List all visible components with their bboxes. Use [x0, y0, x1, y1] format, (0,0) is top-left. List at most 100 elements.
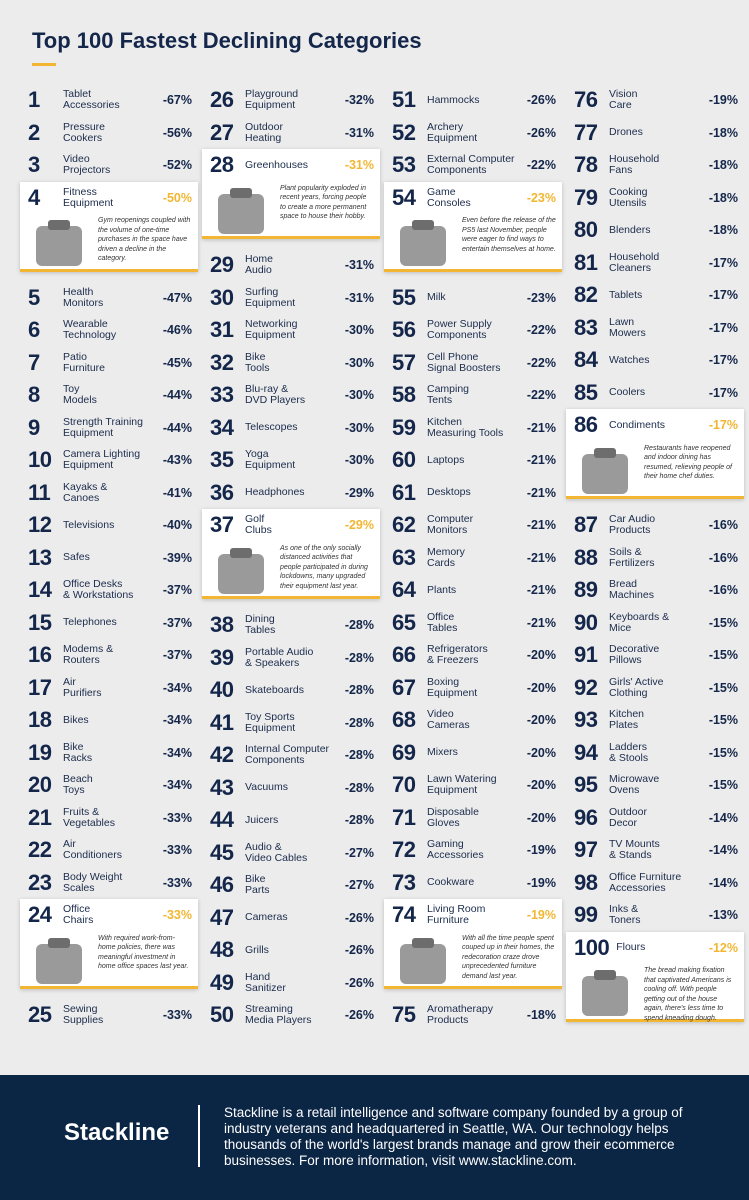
change: -26%: [344, 943, 374, 958]
name-line: Bike: [245, 350, 266, 363]
item-row: 30 Surfing Equipment -31%: [210, 282, 374, 315]
name-line: Modems &: [63, 643, 114, 656]
image-box: [392, 934, 454, 995]
item-name: Dining Tables: [245, 614, 345, 636]
change: -50%: [162, 190, 192, 205]
item-name: Telescopes: [245, 422, 345, 433]
item-row: 27 Outdoor Heating -31%: [210, 117, 374, 150]
item-name: Kitchen Measuring Tools: [427, 416, 527, 439]
item-row: 40 Skateboards -28%: [210, 674, 374, 707]
change: -19%: [526, 908, 556, 923]
name-line: Media Players: [245, 1014, 312, 1027]
rank: 48: [210, 937, 234, 963]
name-line: Hand: [245, 970, 271, 983]
image-shape: [230, 547, 252, 558]
rank: 50: [210, 1002, 234, 1028]
name-line: Game: [427, 185, 456, 198]
rank: 1: [28, 87, 40, 113]
item-row: 35 Yoga Equipment -30%: [210, 444, 374, 477]
item-row: 98 Office Furniture Accessories -14%: [574, 867, 738, 900]
item-row: 75 Aromatherapy Products -18%: [392, 999, 556, 1032]
change: -15%: [708, 648, 738, 663]
change: -67%: [162, 93, 192, 108]
column: 26 Playground Equipment -32% 27 Outdoor Heatin…: [202, 84, 380, 1032]
item-row: 3 Video Projectors -52%: [28, 149, 192, 182]
image-box: [210, 184, 272, 245]
item-name: Wearable Technology: [63, 319, 163, 341]
item-row: 28 Greenhouses -31%: [210, 149, 374, 182]
change: -21%: [526, 583, 556, 598]
name-line: Mice: [609, 621, 632, 634]
item-name: Archery Equipment: [427, 121, 527, 144]
name-line: Lawn: [609, 315, 635, 328]
item-row: 55 Milk -23%: [392, 282, 556, 315]
image-shape: [36, 943, 82, 984]
item-name: Yoga Equipment: [245, 449, 345, 471]
item-row: 22 Air Conditioners -33%: [28, 834, 192, 867]
name-line: Audio &: [245, 840, 282, 853]
item-name: Fitness Equipment: [63, 186, 163, 209]
item-name: Bread Machines: [609, 579, 709, 601]
item-row: 50 Streaming Media Players -26%: [210, 999, 374, 1032]
item-name: Fruits & Vegetables: [63, 806, 163, 829]
card-body: Restaurants have reopened and indoor din…: [574, 444, 738, 505]
note: Gym reopenings coupled with the volume o…: [98, 217, 191, 262]
change: -27%: [344, 878, 374, 893]
image-shape: [218, 193, 264, 234]
change: -18%: [708, 223, 738, 238]
change: -33%: [162, 908, 192, 923]
item-name: Video Projectors: [63, 154, 163, 176]
name-line: Flours: [616, 941, 646, 954]
item-name: Air Purifiers: [63, 676, 163, 699]
name-line: Bike: [63, 740, 84, 753]
rank: 45: [210, 839, 234, 865]
item-name: Household Fans: [609, 154, 709, 176]
rank: 38: [210, 612, 234, 638]
rank: 97: [574, 837, 598, 863]
item-row: 83 Lawn Mowers -17%: [574, 312, 738, 345]
item-name: Body Weight Scales: [63, 871, 163, 894]
name-line: Video: [427, 708, 454, 721]
item-name: Audio & Video Cables: [245, 840, 345, 864]
item-row: 65 Office Tables -21%: [392, 607, 556, 640]
change: -22%: [526, 355, 556, 370]
item-name: Kitchen Plates: [609, 709, 709, 731]
change: -37%: [162, 648, 192, 663]
item-name: Cooking Utensils: [609, 186, 709, 209]
item-name: Hand Sanitizer: [245, 970, 345, 994]
item-row: 48 Grills -26%: [210, 934, 374, 967]
name-line: Equipment: [63, 426, 114, 439]
item-name: Gaming Accessories: [427, 839, 527, 861]
change: -34%: [162, 778, 192, 793]
name-line: DVD Players: [245, 394, 306, 407]
item-row: 9 Strength Training Equipment -44%: [28, 412, 192, 445]
name-line: Ladders: [609, 740, 647, 753]
name-line: Cameras: [427, 719, 470, 732]
rank: 83: [574, 314, 598, 340]
rank: 60: [392, 447, 416, 473]
name-line: Measuring Tools: [427, 426, 504, 439]
item-name: Cameras: [245, 912, 345, 923]
image-box: [574, 444, 636, 505]
rank: 78: [574, 152, 598, 178]
image-shape: [594, 447, 616, 458]
rank: 59: [392, 414, 416, 440]
rank: 16: [28, 642, 52, 668]
item-row: 19 Bike Racks -34%: [28, 737, 192, 770]
change: -17%: [708, 288, 738, 303]
name-line: Equipment: [427, 131, 478, 144]
item-row: 96 Outdoor Decor -14%: [574, 802, 738, 835]
item-row: 90 Keyboards & Mice -15%: [574, 607, 738, 640]
rank: 58: [392, 382, 416, 408]
name-line: Outdoor: [245, 120, 283, 133]
feature-card: 4 Fitness Equipment -50% Gym reopenings coup…: [20, 181, 198, 272]
item-name: TV Mounts & Stands: [609, 839, 709, 861]
item-row: 41 Toy Sports Equipment -28%: [210, 707, 374, 740]
change: -34%: [162, 680, 192, 695]
name-line: Household: [609, 153, 660, 166]
item-name: Networking Equipment: [245, 319, 345, 341]
name-line: Vision: [609, 88, 638, 101]
item-name: Aromatherapy Products: [427, 1004, 527, 1026]
item-row: 84 Watches -17%: [574, 344, 738, 377]
name-line: Girls' Active: [609, 675, 664, 688]
